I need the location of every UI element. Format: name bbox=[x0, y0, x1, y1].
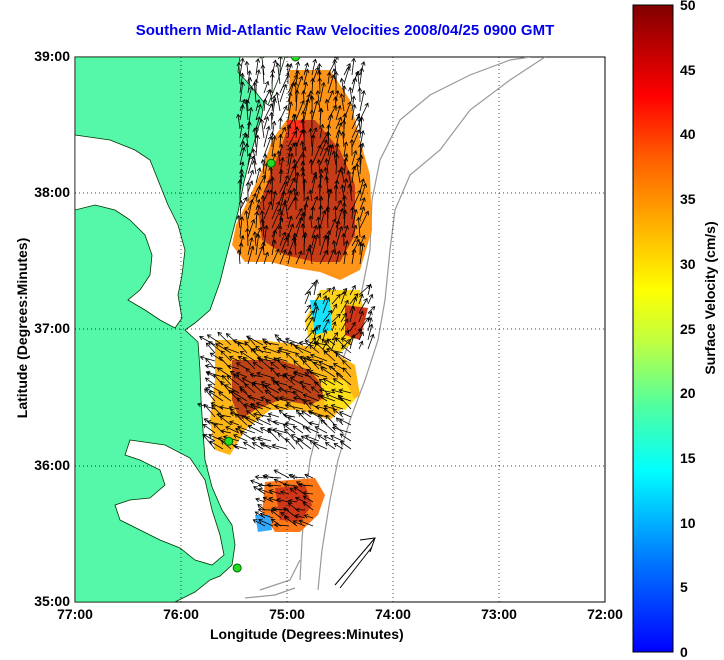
x-tick-label: 77:00 bbox=[40, 606, 110, 622]
colorbar-tick-label: 35 bbox=[680, 191, 696, 207]
x-tick-label: 73:00 bbox=[464, 606, 534, 622]
colorbar-tick-label: 40 bbox=[680, 126, 696, 142]
colorbar-label: Surface Velocity (cm/s) bbox=[702, 198, 718, 398]
colorbar-tick-label: 20 bbox=[680, 385, 696, 401]
colorbar-tick-label: 5 bbox=[680, 579, 688, 595]
colorbar-tick-label: 10 bbox=[680, 515, 696, 531]
station-marker bbox=[225, 437, 233, 445]
colorbar-tick-label: 45 bbox=[680, 62, 696, 78]
x-tick-label: 76:00 bbox=[146, 606, 216, 622]
colorbar-tick-label: 15 bbox=[680, 450, 696, 466]
velocity-vector bbox=[272, 177, 273, 192]
colorbar-tick-label: 0 bbox=[680, 644, 688, 660]
station-marker bbox=[291, 53, 299, 61]
colorbar-tick-label: 50 bbox=[680, 0, 696, 13]
velocity-vector bbox=[280, 56, 281, 75]
y-tick-label: 36:00 bbox=[18, 457, 70, 473]
x-axis-label: Longitude (Degrees:Minutes) bbox=[210, 626, 404, 642]
station-marker bbox=[233, 564, 241, 572]
colorbar-tick-label: 25 bbox=[680, 321, 696, 337]
station-marker bbox=[267, 159, 275, 167]
chart-title: Southern Mid-Atlantic Raw Velocities 200… bbox=[0, 22, 690, 39]
y-tick-label: 39:00 bbox=[18, 48, 70, 64]
colorbar bbox=[633, 5, 673, 652]
velocity-vector bbox=[280, 118, 281, 129]
colorbar-tick-label: 30 bbox=[680, 256, 696, 272]
x-tick-label: 75:00 bbox=[252, 606, 322, 622]
y-tick-label: 38:00 bbox=[18, 184, 70, 200]
y-axis-label: Latitude (Degrees:Minutes) bbox=[14, 208, 30, 448]
x-tick-label: 74:00 bbox=[358, 606, 428, 622]
x-tick-label: 72:00 bbox=[570, 606, 640, 622]
